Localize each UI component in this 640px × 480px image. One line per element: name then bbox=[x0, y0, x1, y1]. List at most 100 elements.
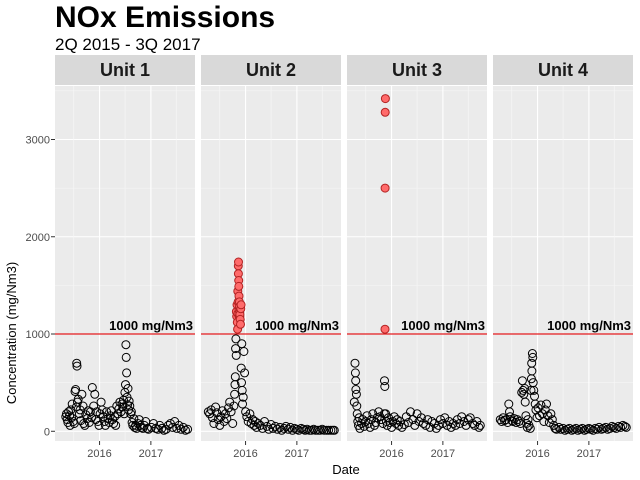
data-point bbox=[172, 423, 182, 433]
data-point bbox=[475, 420, 485, 430]
facet-panel-4: Unit 4 1000 mg/Nm3 bbox=[493, 55, 633, 441]
data-point bbox=[213, 415, 223, 425]
data-point bbox=[89, 401, 99, 411]
data-point bbox=[118, 402, 128, 412]
facet-strip bbox=[201, 55, 341, 85]
data-point bbox=[505, 407, 514, 417]
data-point bbox=[542, 399, 551, 409]
data-point bbox=[72, 361, 82, 371]
data-point bbox=[97, 405, 107, 415]
x-tick-label: 2017 bbox=[577, 448, 601, 460]
data-point bbox=[609, 422, 619, 432]
x-tick-label: 2016 bbox=[379, 448, 403, 460]
data-point bbox=[520, 384, 530, 393]
data-point bbox=[547, 415, 557, 425]
data-point bbox=[183, 424, 193, 434]
data-point bbox=[351, 385, 361, 394]
data-point bbox=[110, 412, 120, 422]
x-tick-label: 2017 bbox=[285, 448, 309, 460]
data-point bbox=[594, 422, 604, 432]
data-point bbox=[268, 423, 278, 433]
data-point bbox=[571, 423, 581, 433]
data-point bbox=[121, 340, 131, 350]
data-point bbox=[238, 399, 247, 409]
data-point-exceedance bbox=[236, 300, 246, 310]
data-point bbox=[621, 422, 631, 432]
data-point bbox=[416, 413, 426, 423]
data-point bbox=[144, 424, 153, 434]
data-point bbox=[230, 389, 240, 399]
data-point bbox=[525, 423, 535, 433]
chart-subtitle: 2Q 2015 - 3Q 2017 bbox=[55, 35, 201, 54]
data-point bbox=[121, 352, 131, 362]
data-point bbox=[527, 349, 537, 358]
y-tick-label: 3000 bbox=[26, 134, 50, 146]
data-point bbox=[80, 420, 90, 430]
data-point bbox=[168, 422, 178, 432]
data-point-exceedance bbox=[234, 281, 244, 291]
data-point bbox=[281, 421, 291, 431]
data-point bbox=[181, 425, 190, 435]
data-point bbox=[231, 344, 241, 354]
data-point bbox=[564, 423, 574, 433]
data-point bbox=[176, 424, 186, 434]
data-point bbox=[507, 416, 517, 426]
y-tick-label: 0 bbox=[44, 426, 50, 438]
data-point bbox=[288, 425, 297, 435]
data-point bbox=[237, 385, 247, 395]
data-point bbox=[408, 415, 418, 425]
data-point bbox=[605, 423, 615, 433]
data-point bbox=[163, 420, 173, 430]
threshold-label: 1000 mg/Nm3 bbox=[109, 318, 193, 333]
data-point bbox=[220, 409, 230, 419]
data-point bbox=[239, 347, 249, 356]
y-axis: 0 1000 2000 3000 bbox=[26, 134, 55, 438]
facet-strip bbox=[347, 55, 487, 85]
threshold-label: 1000 mg/Nm3 bbox=[547, 318, 631, 333]
data-point bbox=[90, 389, 100, 399]
data-point bbox=[523, 415, 533, 425]
data-point bbox=[285, 422, 295, 432]
facet-panel-3: Unit 3 1000 mg/Nm3 bbox=[347, 55, 487, 441]
data-point bbox=[231, 334, 241, 344]
data-point bbox=[319, 425, 329, 435]
data-point bbox=[226, 407, 236, 417]
data-point bbox=[554, 422, 564, 432]
data-point bbox=[272, 424, 282, 434]
data-point-exceedance bbox=[234, 257, 243, 267]
data-point bbox=[236, 363, 246, 373]
x-axis: 2016 2017 2016 2017 2016 2017 2016 2017 bbox=[87, 441, 601, 460]
threshold-label: 1000 mg/Nm3 bbox=[255, 318, 339, 333]
data-point bbox=[527, 366, 537, 376]
data-point bbox=[434, 420, 443, 430]
data-point bbox=[355, 423, 365, 433]
data-point bbox=[351, 389, 361, 399]
y-axis-label: Concentration (mg/Nm3) bbox=[4, 262, 19, 404]
facet-panel-1: Unit 1 1000 mg/Nm3 bbox=[55, 55, 195, 441]
data-point bbox=[228, 419, 238, 428]
data-point bbox=[275, 422, 285, 432]
x-tick-label: 2017 bbox=[139, 448, 163, 460]
data-point bbox=[529, 385, 539, 395]
data-point bbox=[528, 352, 538, 362]
data-point bbox=[245, 409, 255, 419]
data-point bbox=[238, 392, 248, 402]
data-point bbox=[72, 358, 82, 368]
data-point bbox=[455, 419, 465, 428]
facet-strip-label: Unit 1 bbox=[100, 60, 150, 80]
data-point bbox=[111, 420, 121, 430]
data-point bbox=[98, 412, 108, 422]
data-point bbox=[222, 414, 232, 424]
data-point bbox=[64, 407, 74, 417]
data-point bbox=[126, 407, 136, 417]
data-point bbox=[270, 421, 280, 431]
data-point bbox=[580, 425, 589, 435]
data-point bbox=[397, 422, 407, 432]
data-point bbox=[279, 423, 289, 433]
data-point bbox=[123, 384, 133, 393]
data-point bbox=[142, 423, 152, 433]
data-point bbox=[249, 420, 259, 430]
data-point bbox=[283, 424, 293, 434]
chart-title: NOx Emissions bbox=[55, 1, 276, 34]
